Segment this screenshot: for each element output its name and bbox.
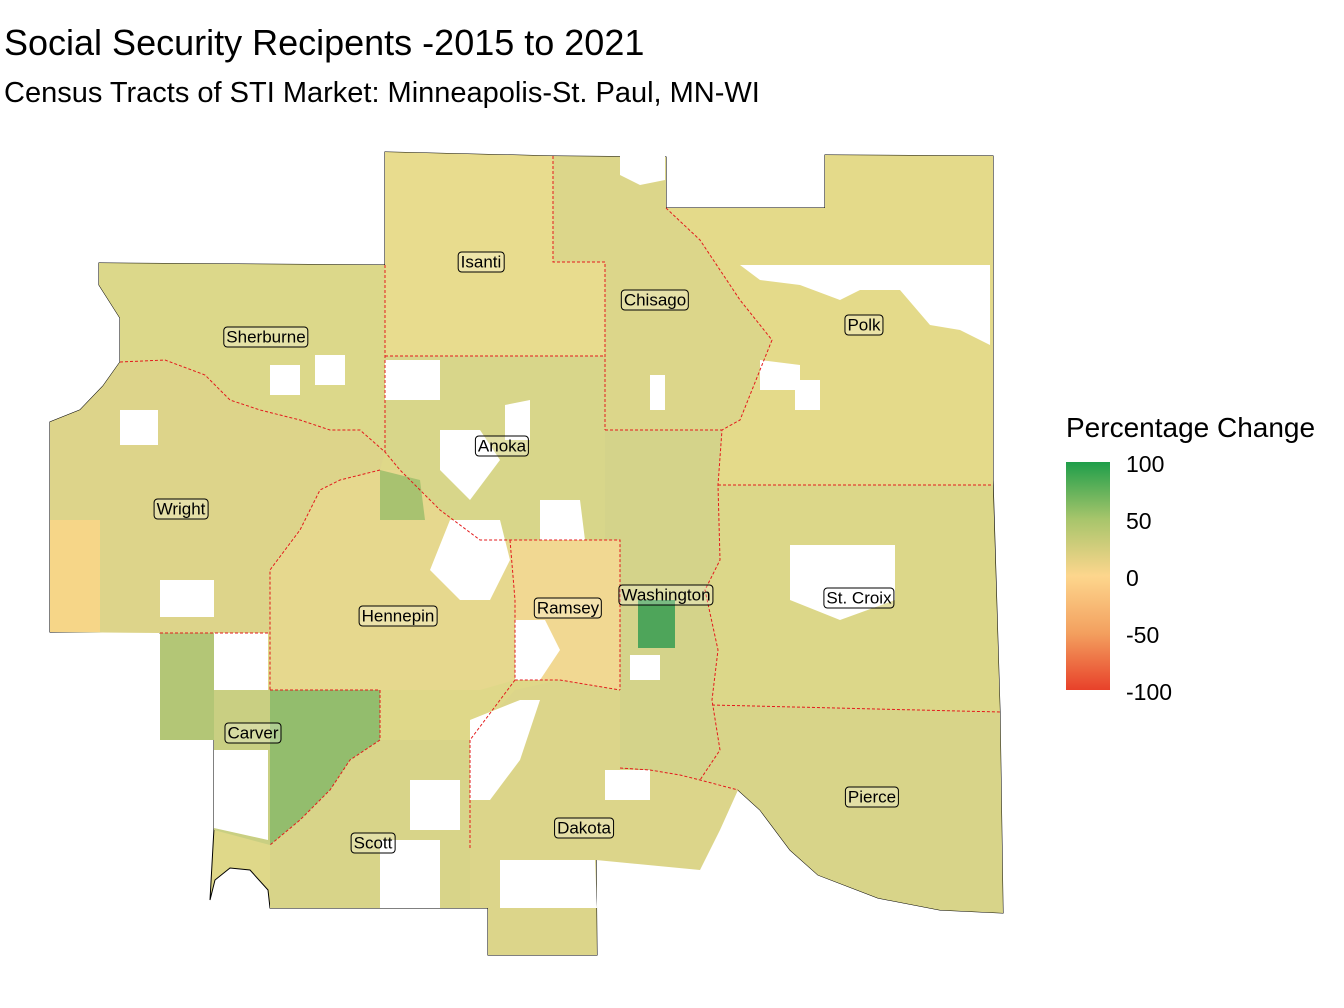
legend-title: Percentage Change: [1066, 412, 1316, 443]
county-label-pierce: Pierce: [844, 786, 900, 808]
tract-orange-wright: [50, 520, 100, 632]
county-label-carver: Carver: [224, 722, 282, 744]
legend-tick-0: 0: [1126, 565, 1139, 591]
legend-tick-minus-50: -50: [1126, 622, 1160, 648]
missing-data-patches: [120, 155, 990, 908]
county-fill-anoka: [385, 356, 605, 540]
county-fill-pierce: [700, 705, 1003, 913]
legend-tick-100: 100: [1126, 451, 1165, 477]
legend-tick-50: 50: [1126, 508, 1152, 534]
county-fill-polk: [666, 155, 993, 485]
county-label-isanti: Isanti: [457, 251, 505, 273]
county-label-anoka: Anoka: [474, 435, 530, 457]
county-fill-chisago: [553, 156, 772, 430]
county-label-washington: Washington: [618, 584, 714, 606]
county-fill-isanti: [385, 152, 605, 356]
county-label-sherburne: Sherburne: [223, 326, 309, 348]
tract-green-washington: [638, 600, 675, 648]
county-fill-sherburne: [99, 263, 385, 452]
county-label-chisago: Chisago: [620, 289, 690, 311]
legend-tick-minus-100: -100: [1126, 679, 1173, 705]
county-label-st-croix: St. Croix: [823, 587, 895, 609]
legend-color-bar: [1066, 462, 1110, 690]
map-subtitle: Census Tracts of STI Market: Minneapolis…: [4, 77, 760, 109]
map-title: Social Security Recipents -2015 to 2021: [4, 22, 645, 63]
county-label-ramsey: Ramsey: [533, 597, 603, 619]
tract-green-hennepin: [380, 470, 425, 520]
county-label-polk: Polk: [844, 314, 884, 336]
county-label-wright: Wright: [153, 498, 209, 520]
county-label-dakota: Dakota: [554, 817, 614, 839]
tract-green-carver-west: [160, 633, 214, 740]
county-label-scott: Scott: [350, 832, 396, 854]
county-label-hennepin: Hennepin: [358, 605, 438, 627]
tract-green-carver: [270, 690, 380, 845]
county-boundaries: [119, 156, 1001, 850]
